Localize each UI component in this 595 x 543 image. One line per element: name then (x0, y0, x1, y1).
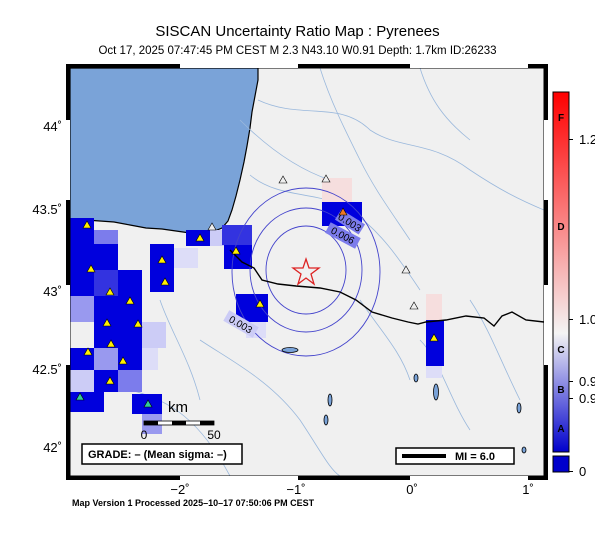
scale-tick: 50 (207, 428, 221, 442)
station-triangle (409, 301, 419, 310)
uncertainty-contours (231, 187, 381, 357)
station-triangle (106, 339, 116, 348)
station-triangle (125, 296, 135, 305)
grid-cell (70, 348, 94, 370)
grid-cell (70, 270, 94, 296)
grid-cell (118, 348, 142, 370)
grid-cell (118, 270, 142, 296)
station-triangle (207, 222, 217, 231)
grid-cell (94, 322, 118, 348)
processing-footer: Map Version 1 Processed 2025–10–17 07:50… (72, 498, 315, 508)
event-info: Oct 17, 2025 07:47:45 PM CEST M 2.3 N43.… (98, 45, 497, 57)
station-triangle (321, 174, 331, 183)
grid-cell (94, 230, 118, 244)
lat-label: 44˚ (43, 119, 62, 134)
station-triangle (82, 220, 92, 229)
station-triangle (195, 233, 205, 242)
grade-letter: B (557, 385, 564, 396)
scale-unit: km (168, 399, 188, 416)
station-triangle (83, 347, 93, 356)
station-triangle (102, 318, 112, 327)
station-triangle (105, 287, 115, 296)
station-triangle (401, 265, 411, 274)
lon-label: −2˚ (170, 482, 189, 497)
station-triangle (75, 392, 85, 401)
colorbar-value: 1.2 (579, 132, 595, 147)
mi-label: MI = 6.0 (455, 451, 495, 463)
seismic-stations (75, 174, 439, 408)
station-triangle (160, 277, 170, 286)
grid-cell (94, 348, 118, 370)
station-triangle (157, 255, 167, 264)
lon-label: −1˚ (286, 482, 305, 497)
map-title: SISCAN Uncertainty Ratio Map : Pyrenees (155, 23, 440, 40)
station-triangle (133, 319, 143, 328)
lon-label: 0˚ (406, 482, 418, 497)
lat-label: 43˚ (43, 284, 62, 299)
lat-label: 43.5˚ (32, 202, 62, 217)
grade-text: GRADE: – (Mean sigma: –) (88, 449, 227, 461)
scale-bar: km 0 50 (141, 399, 221, 442)
grid-cell (426, 366, 442, 378)
uncertainty-grid (70, 178, 444, 434)
sea-area (70, 68, 259, 235)
grid-cell (70, 370, 94, 392)
colorbar-value: 0.9 (579, 391, 595, 406)
grid-cell (426, 320, 444, 366)
grade-letter: A (557, 424, 564, 435)
grid-cell (142, 348, 158, 370)
grid-cell (70, 244, 94, 270)
colorbar-value: 1.0 (579, 312, 595, 327)
mi-box: MI = 6.0 (395, 447, 515, 465)
grid-cell (94, 370, 118, 392)
station-triangle (105, 376, 115, 385)
grid-cell (118, 370, 142, 392)
colorbar-value: 0.9 (579, 374, 595, 389)
station-triangle (231, 246, 241, 255)
grid-cell (142, 322, 166, 348)
colorbar-value: 0 (579, 464, 586, 479)
lon-label: 1˚ (522, 482, 534, 497)
station-triangle (86, 264, 96, 273)
station-triangle (278, 175, 288, 184)
station-triangle (143, 399, 153, 408)
station-triangle (118, 356, 128, 365)
colorbar: F D C B A 1.2 1.0 0.9 0.9 0 (552, 91, 595, 479)
longitude-labels: −2˚ −1˚ 0˚ 1˚ (170, 482, 533, 497)
grid-cell (94, 244, 118, 270)
scale-tick: 0 (141, 428, 148, 442)
grid-cell (94, 270, 118, 296)
station-triangle (255, 299, 265, 308)
grade-letter: F (558, 113, 564, 124)
station-triangle (338, 207, 348, 216)
grid-cell (70, 296, 94, 322)
grade-box: GRADE: – (Mean sigma: –) (81, 443, 243, 465)
grid-cell (70, 392, 104, 412)
colorbar-zero-swatch (552, 455, 570, 473)
map-area: 0.003 0.006 0.003 (70, 68, 544, 476)
grid-cell (426, 294, 442, 320)
grid-cell (174, 248, 198, 268)
grade-letter: D (557, 222, 564, 233)
lat-label: 42˚ (43, 440, 62, 455)
lat-label: 42.5˚ (32, 362, 62, 377)
latitude-labels: 44˚ 43.5˚ 43˚ 42.5˚ 42˚ (32, 119, 62, 455)
grid-cell (70, 218, 94, 244)
epicenter-star (291, 256, 321, 286)
station-triangle (429, 333, 439, 342)
country-border (229, 249, 544, 327)
colorbar-gradient (552, 91, 570, 453)
grid-cell (150, 268, 174, 292)
grid-cell (94, 296, 118, 322)
map-frame (66, 64, 548, 480)
grade-letter: C (557, 345, 564, 356)
grid-cell (222, 225, 252, 245)
